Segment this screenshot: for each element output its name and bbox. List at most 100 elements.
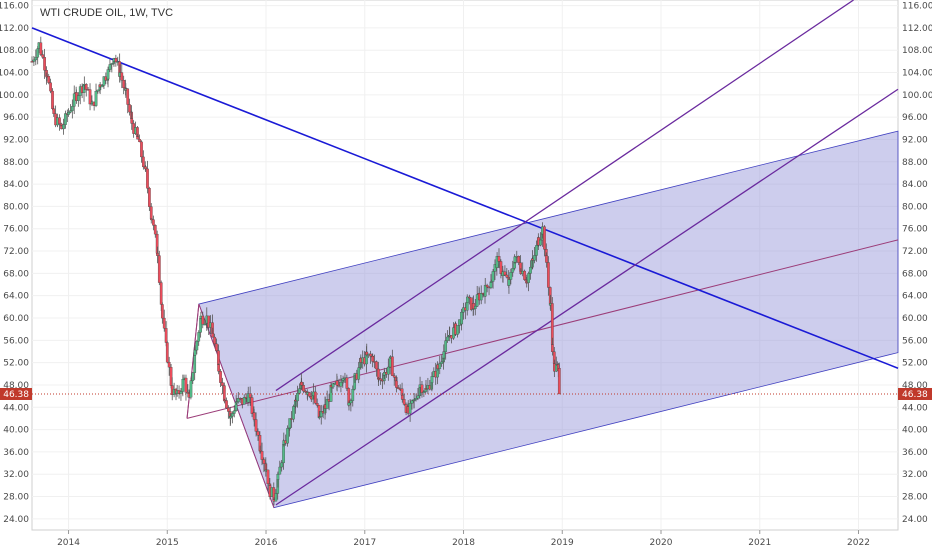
- candle-body: [507, 279, 511, 286]
- candle-body: [193, 349, 197, 356]
- candle-body: [84, 84, 88, 90]
- plot-area: [31, 0, 899, 531]
- candle-body: [479, 293, 483, 301]
- candle-body: [517, 256, 521, 263]
- candle-body: [246, 393, 250, 403]
- y-tick-label-left: 32.00: [3, 470, 29, 480]
- candle-body: [108, 64, 112, 70]
- candle-body: [72, 93, 76, 107]
- candle-body: [535, 245, 538, 256]
- candle-body: [152, 219, 155, 226]
- candle-body: [76, 95, 80, 101]
- candle-body: [222, 385, 226, 401]
- y-tick-label-left: 60.00: [3, 314, 29, 324]
- candle-body: [191, 372, 195, 381]
- candle-body: [254, 419, 258, 432]
- y-tick-label-right: 80.00: [902, 202, 928, 212]
- candle-body: [266, 469, 270, 485]
- candle-body: [395, 380, 398, 388]
- candle-body: [408, 403, 412, 414]
- candle-body: [52, 108, 56, 114]
- y-tick-label-right: 112.00: [902, 24, 932, 34]
- candle-body: [400, 394, 404, 400]
- y-tick-label-right: 104.00: [902, 69, 932, 79]
- candle-body: [256, 431, 260, 436]
- candle-body: [545, 255, 548, 263]
- candle-body: [392, 375, 396, 378]
- candle-body: [96, 89, 100, 92]
- candle-body: [242, 396, 246, 405]
- chart-grid: [31, 0, 899, 531]
- y-tick-label-right: 108.00: [902, 46, 932, 56]
- candle-body: [236, 398, 240, 402]
- candle-body: [551, 344, 554, 352]
- candle-body: [446, 336, 449, 341]
- downtrend-line: [31, 27, 899, 369]
- candle-body: [523, 270, 526, 280]
- candle-body: [43, 57, 46, 71]
- candle-body: [497, 256, 501, 262]
- y-tick-label-right: 68.00: [902, 269, 928, 279]
- candle-body: [466, 296, 469, 303]
- candle-body: [475, 294, 479, 307]
- candle-body: [235, 401, 238, 403]
- candle-body: [184, 377, 188, 393]
- candle-body: [221, 382, 224, 386]
- candle-body: [197, 332, 201, 342]
- candle-body: [94, 91, 98, 106]
- candle-body: [379, 378, 382, 381]
- candle-body: [88, 89, 92, 105]
- candle-body: [160, 304, 164, 319]
- candle-body: [495, 256, 499, 268]
- y-tick-label-right: 56.00: [902, 336, 928, 346]
- candle-body: [217, 350, 220, 365]
- candle-body: [341, 378, 345, 381]
- candle-body: [325, 399, 329, 409]
- candle-body: [300, 381, 303, 386]
- candle-body: [231, 413, 234, 417]
- candle-body: [513, 256, 517, 263]
- candle-body: [67, 112, 70, 115]
- candle-body: [278, 466, 282, 475]
- y-tick-label-left: 44.00: [3, 403, 29, 413]
- candle-body: [144, 166, 147, 170]
- y-tick-label-right: 76.00: [902, 225, 928, 235]
- price-label-right-bg: [898, 387, 932, 400]
- candle-body: [430, 376, 434, 383]
- pitchfork-median-line: [186, 239, 899, 419]
- candle-body: [32, 59, 36, 62]
- candle-body: [318, 416, 321, 418]
- candle-body: [347, 402, 351, 406]
- x-tick-label: 2022: [847, 538, 870, 548]
- y-tick-label-left: 116.00: [0, 2, 29, 12]
- candle-body: [402, 399, 406, 405]
- candle-body: [375, 361, 378, 370]
- candle-body: [557, 368, 561, 395]
- candle-body: [262, 459, 266, 464]
- candle-body: [351, 388, 355, 401]
- x-tick-label: 2018: [452, 538, 475, 548]
- candle-body: [493, 264, 497, 272]
- y-tick-label-left: 56.00: [3, 336, 29, 346]
- candle-body: [211, 333, 215, 338]
- candle-body: [288, 418, 292, 429]
- candle-body: [41, 54, 45, 58]
- y-tick-label-left: 28.00: [3, 493, 29, 503]
- candle-body: [114, 58, 118, 63]
- candle-body: [410, 400, 414, 404]
- y-tick-label-right: 24.00: [902, 515, 928, 525]
- price-series: [30, 36, 561, 506]
- y-tick-label-left: 96.00: [3, 113, 29, 123]
- y-tick-label-left: 88.00: [3, 158, 29, 168]
- candle-body: [483, 284, 487, 297]
- candle-body: [217, 364, 220, 372]
- y-tick-label-left: 92.00: [3, 135, 29, 145]
- x-tick-label: 2020: [650, 538, 673, 548]
- candle-body: [465, 302, 469, 311]
- candle-body: [30, 61, 34, 63]
- candle-body: [396, 387, 400, 389]
- candle-body: [509, 272, 513, 280]
- candle-body: [164, 328, 168, 343]
- candle-body: [100, 85, 104, 88]
